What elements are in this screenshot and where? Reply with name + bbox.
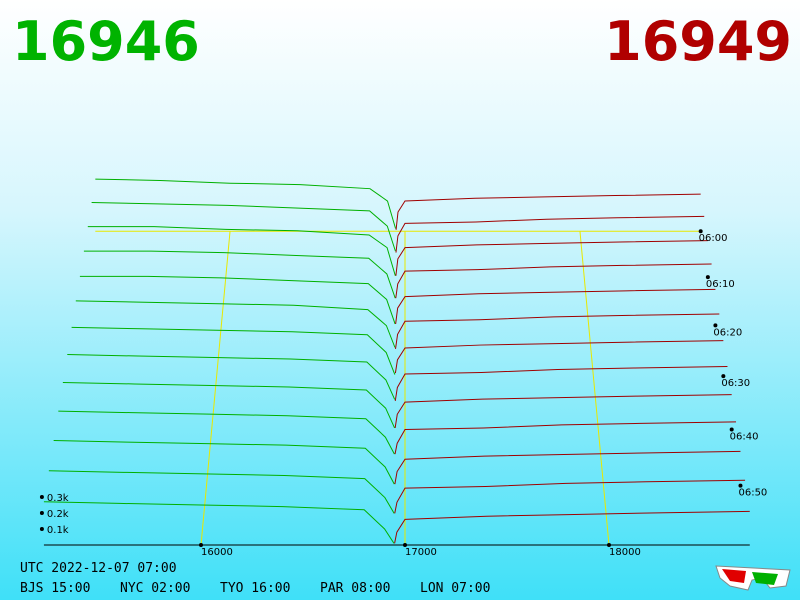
ask-depth-line <box>395 313 720 350</box>
ask-depth-line <box>395 288 716 325</box>
price-tick-label: 16000 <box>201 547 233 558</box>
clock: LON 07:00 <box>420 581 490 596</box>
clock: BJS 15:00 <box>20 581 90 596</box>
time-tick <box>698 229 703 234</box>
bid-depth-line <box>95 178 397 229</box>
time-tick <box>705 275 710 280</box>
ask-depth-line <box>395 263 712 299</box>
depth-tick <box>39 527 44 531</box>
time-tick <box>738 483 743 488</box>
bid-price: 16946 <box>12 10 200 73</box>
clock: NYC 02:00 <box>120 581 190 596</box>
bid-depth-line <box>79 275 396 325</box>
price-tick-label: 17000 <box>405 547 437 558</box>
price-tick-label: 18000 <box>609 547 641 558</box>
bid-depth-line <box>48 470 395 514</box>
depth-tick <box>39 511 44 515</box>
utc-time: UTC 2022-12-07 07:00 <box>20 561 177 576</box>
time-tick <box>713 323 718 328</box>
clock: TYO 16:00 <box>220 581 290 596</box>
glasses-icon[interactable] <box>715 565 791 591</box>
ask-depth-line <box>394 366 728 401</box>
bid-depth-line <box>67 354 396 400</box>
time-tick-label: 06:50 <box>738 488 767 499</box>
bid-depth-line <box>43 501 395 544</box>
time-tick-label: 06:20 <box>713 327 742 338</box>
depth-tick <box>39 495 44 499</box>
glasses-green-lens <box>752 572 778 585</box>
time-tick-label: 06:40 <box>730 431 759 442</box>
depth-tick-label: 0.1k <box>47 525 69 536</box>
time-tick <box>729 427 734 432</box>
bid-depth-line <box>75 300 396 348</box>
ask-depth-line <box>394 479 746 514</box>
glasses-red-lens <box>722 569 746 583</box>
clock: PAR 08:00 <box>320 581 390 596</box>
ask-depth-line <box>395 240 708 276</box>
bid-depth-line <box>53 440 395 485</box>
depth-tick-label: 0.3k <box>47 493 69 504</box>
depth-tick-label: 0.2k <box>47 509 69 520</box>
ask-depth-line <box>394 510 750 544</box>
bid-depth-line <box>71 326 396 375</box>
ask-depth-line <box>395 215 705 253</box>
time-tick <box>721 374 726 379</box>
ask-depth-line <box>394 450 741 485</box>
bid-depth-line <box>91 202 396 252</box>
ask-depth-line <box>394 421 737 455</box>
bid-depth-line <box>58 410 395 455</box>
price-grid-line <box>200 231 231 546</box>
time-tick-label: 06:00 <box>699 233 728 244</box>
price-grid-line <box>579 231 610 546</box>
bid-depth-line <box>87 226 396 276</box>
bid-depth-line <box>62 381 396 429</box>
ask-depth-line <box>395 193 701 230</box>
time-tick-label: 06:10 <box>706 279 735 290</box>
ask-price: 16949 <box>604 10 792 73</box>
ask-depth-line <box>394 340 724 374</box>
time-tick-label: 06:30 <box>721 378 750 389</box>
ask-depth-line <box>394 394 732 429</box>
bid-depth-line <box>83 250 396 299</box>
